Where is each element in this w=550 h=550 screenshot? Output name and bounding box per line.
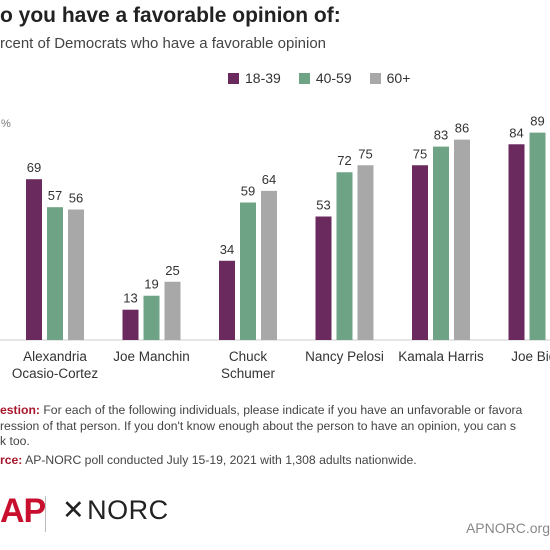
data-label-60-plus-0: 56 [69, 191, 83, 206]
bar-40-59-5 [529, 132, 546, 340]
question-line-1: For each of the following individuals, p… [43, 403, 523, 417]
data-label-40-59-2: 59 [241, 184, 255, 199]
notes: estion: For each of the following indivi… [0, 403, 550, 468]
data-label-18-39-0: 69 [27, 160, 41, 175]
category-label-4-0: Kamala Harris [398, 349, 484, 364]
bar-18-39-4 [412, 165, 428, 340]
legend-swatch-18-39 [228, 72, 239, 84]
norc-logo: ✕ NORC [62, 495, 169, 526]
legend-item-40-59: 40-59 [298, 70, 352, 86]
data-label-18-39-3: 53 [316, 198, 330, 213]
bar-40-59-3 [336, 172, 353, 340]
data-label-40-59-1: 19 [144, 277, 158, 292]
bar-18-39-0 [26, 179, 42, 340]
chart-title: o you have a favorable opinion of: [0, 4, 341, 27]
data-label-60-plus-3: 75 [358, 146, 372, 161]
ap-logo: AP [0, 492, 46, 530]
bar-18-39-5 [508, 144, 525, 340]
bar-40-59-1 [143, 295, 160, 340]
data-label-18-39-5: 84 [509, 125, 523, 140]
data-label-40-59-3: 72 [337, 153, 351, 168]
question-label: estion: [0, 403, 40, 417]
bar-40-59-0 [47, 207, 63, 340]
source-text: AP-NORC poll conducted July 15-19, 2021 … [25, 452, 417, 467]
data-label-60-plus-2: 64 [262, 172, 276, 187]
norc-star-icon: ✕ [62, 495, 86, 525]
logo-divider [45, 496, 46, 532]
bar-60-plus-2 [261, 190, 277, 340]
data-label-40-59-0: 57 [48, 188, 62, 203]
data-label-40-59-4: 83 [434, 128, 448, 143]
data-label-18-39-1: 13 [123, 291, 137, 306]
legend-label-60-plus: 60+ [386, 70, 411, 86]
bar-60-plus-4 [454, 139, 470, 340]
data-label-60-plus-4: 86 [455, 121, 469, 136]
source-label: rce: [0, 452, 23, 467]
legend-swatch-60-plus [369, 72, 381, 84]
site-url: APNORC.org [465, 520, 550, 536]
category-label-0-1: Ocasio-Cortez [12, 366, 99, 381]
category-label-0-0: Alexandria [23, 349, 87, 364]
norc-logo-text: NORC [87, 495, 169, 525]
category-label-5-0: Joe Bide [511, 349, 550, 364]
bar-18-39-2 [219, 260, 235, 340]
bar-60-plus-0 [68, 209, 84, 340]
legend: 18-39 40-59 60+ [228, 70, 410, 86]
bar-18-39-1 [122, 309, 139, 340]
legend-swatch-40-59 [298, 72, 310, 84]
category-label-3-0: Nancy Pelosi [305, 349, 384, 364]
legend-label-40-59: 40-59 [315, 70, 352, 86]
data-label-60-plus-1: 25 [165, 263, 179, 278]
category-label-2-0: Chuck [229, 349, 268, 364]
bar-60-plus-3 [357, 165, 374, 340]
legend-item-18-39: 18-39 [228, 70, 281, 86]
chart-subtitle: rcent of Democrats who have a favorable … [0, 35, 327, 52]
question-line-3: k too. [0, 434, 30, 448]
data-label-18-39-4: 75 [413, 146, 427, 161]
category-label-1-0: Joe Manchin [113, 349, 190, 364]
bar-60-plus-1 [164, 281, 181, 340]
percent-unit-label: % [1, 118, 11, 130]
data-label-40-59-5: 89 [530, 114, 544, 129]
bar-chart: 69 57 56 Alexandria Ocasio-Cortez 13 19 25 Joe M… [0, 114, 550, 381]
question-line-2: ression of that person. If you don't kno… [0, 418, 516, 433]
bar-18-39-3 [315, 216, 332, 340]
legend-label-18-39: 18-39 [245, 70, 281, 86]
category-label-2-1: Schumer [221, 366, 276, 381]
bar-40-59-4 [433, 146, 449, 340]
legend-item-60-plus: 60+ [369, 70, 411, 86]
bar-40-59-2 [240, 202, 256, 340]
data-label-18-39-2: 34 [220, 242, 234, 257]
